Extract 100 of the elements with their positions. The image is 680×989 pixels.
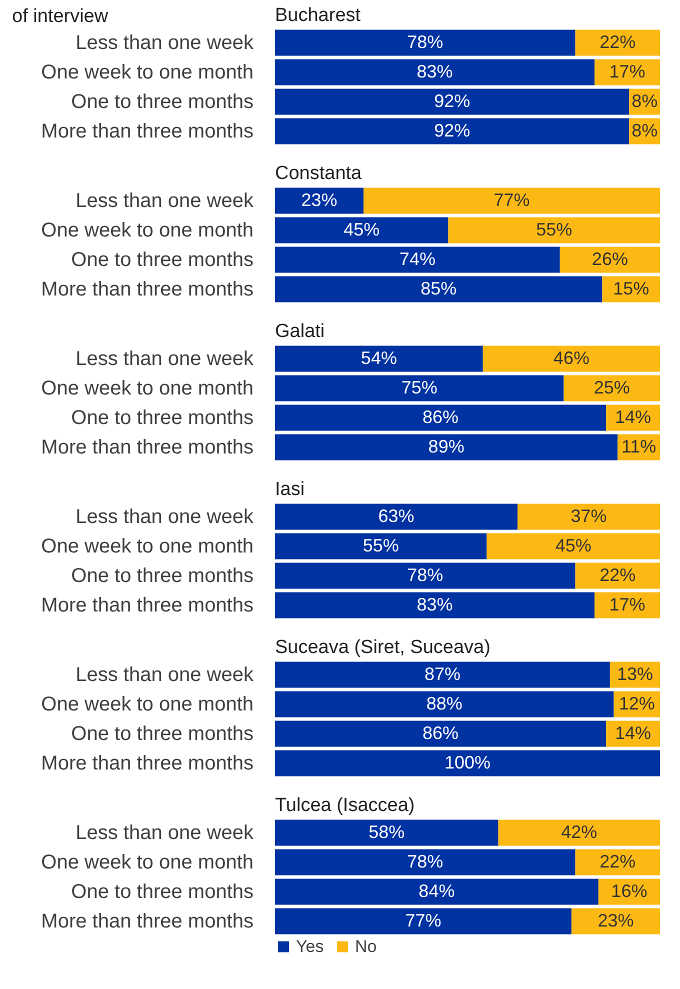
y-tick-label: More than three months [41, 910, 254, 932]
data-label: 63% [378, 506, 414, 526]
bar [448, 217, 660, 244]
data-label: 17% [609, 61, 646, 82]
data-label: 45% [555, 535, 592, 556]
bar [364, 188, 660, 214]
data-label: 87% [424, 664, 460, 684]
bar [275, 375, 564, 402]
y-tick-label: Less than one week [76, 664, 254, 686]
y-tick-label: More than three months [41, 120, 254, 142]
bar [518, 504, 660, 530]
data-label: 92% [434, 120, 470, 140]
data-label: 22% [600, 32, 636, 52]
y-tick-label: One to three months [71, 722, 254, 745]
data-label: 45% [344, 219, 380, 240]
bar [275, 592, 595, 618]
data-label: 23% [301, 190, 338, 210]
data-label: 22% [600, 564, 636, 585]
bar [275, 346, 483, 372]
bar [275, 750, 660, 776]
bar [275, 878, 598, 905]
data-label: 78% [407, 564, 444, 585]
bar [275, 59, 595, 86]
y-tick-label: One to three months [71, 880, 254, 903]
bar [275, 30, 576, 56]
chart-title: Iasi [275, 479, 305, 500]
chart-title: Bucharest [275, 5, 362, 26]
data-label: 26% [592, 248, 628, 269]
y-tick-label: More than three months [41, 594, 254, 616]
data-label: 100% [444, 752, 491, 772]
bar [275, 434, 618, 460]
bar [275, 504, 518, 530]
data-label: 8% [632, 120, 658, 140]
bar [275, 820, 498, 846]
bar [486, 533, 660, 560]
y-tick-label: One week to one month [41, 851, 254, 874]
y-tick-label: Less than one week [76, 348, 254, 370]
data-label: 86% [422, 406, 459, 427]
chart-title: Tulcea (Isaccea) [275, 795, 415, 816]
data-label: 58% [368, 822, 405, 842]
data-label: 13% [616, 664, 653, 684]
data-label: 8% [632, 90, 658, 111]
data-label: 23% [598, 910, 634, 930]
bar [275, 720, 606, 747]
bar [275, 404, 606, 431]
y-tick-label: Less than one week [76, 822, 254, 844]
bar [275, 849, 576, 876]
data-label: 12% [618, 693, 655, 714]
data-label: 88% [426, 693, 462, 714]
y-tick-label: More than three months [41, 278, 254, 300]
data-label: 77% [494, 190, 530, 210]
chart-title: Suceava (Siret, Suceava) [275, 637, 490, 658]
chart-title: Galati [275, 321, 325, 342]
bar [571, 908, 660, 934]
y-tick-label: One week to one month [41, 377, 254, 400]
data-label: 11% [621, 436, 656, 456]
data-label: 42% [561, 822, 598, 842]
y-tick-label: One to three months [71, 90, 254, 113]
data-label: 89% [428, 436, 464, 456]
bar [560, 246, 660, 273]
bar [275, 188, 364, 214]
data-label: 84% [418, 880, 455, 901]
chart-title: Constanta [275, 163, 362, 184]
data-label: 55% [536, 219, 572, 240]
y-tick-label: One week to one month [41, 219, 254, 242]
y-tick-label: More than three months [41, 752, 254, 774]
bar [275, 908, 572, 934]
bar [564, 375, 660, 402]
y-tick-label: One week to one month [41, 693, 254, 716]
data-label: 55% [362, 535, 399, 556]
data-label: 54% [360, 348, 397, 368]
data-label: 78% [407, 851, 444, 872]
data-label: 83% [416, 61, 453, 82]
text: of interview [12, 6, 108, 28]
data-label: 46% [553, 348, 590, 368]
data-label: 78% [407, 32, 444, 52]
bar [275, 246, 560, 273]
bar [275, 217, 448, 244]
legend-label: No [355, 936, 377, 956]
data-label: 17% [609, 594, 646, 614]
data-label: 86% [422, 722, 459, 743]
bar [275, 662, 610, 688]
data-label: 14% [615, 722, 652, 743]
data-label: 74% [399, 248, 436, 269]
y-tick-label: One to three months [71, 248, 254, 271]
bar [275, 691, 614, 718]
data-label: 25% [594, 377, 630, 398]
y-tick-label: Less than one week [76, 32, 254, 54]
bar [275, 88, 630, 115]
data-label: 92% [434, 90, 470, 111]
data-label: 75% [401, 377, 438, 398]
y-tick-label: More than three months [41, 436, 254, 458]
y-tick-label: One week to one month [41, 535, 254, 558]
data-label: 22% [600, 851, 636, 872]
y-tick-label: One to three months [71, 564, 254, 587]
bar [275, 118, 630, 144]
y-tick-label: One week to one month [41, 61, 254, 84]
bar [275, 533, 487, 560]
data-label: 85% [420, 278, 457, 298]
y-tick-label: Less than one week [76, 190, 254, 212]
